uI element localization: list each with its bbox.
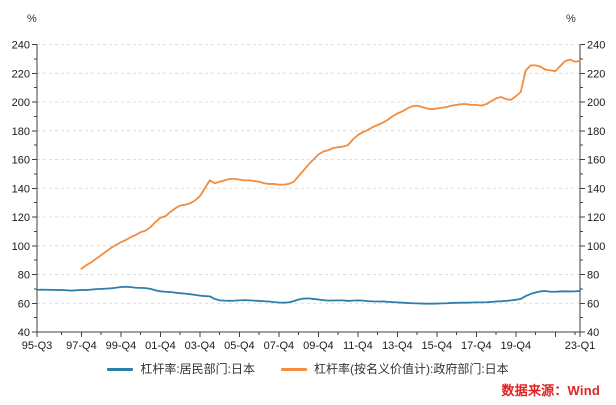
svg-text:240: 240 <box>587 40 605 52</box>
svg-text:80: 80 <box>18 270 30 282</box>
household-series-swatch <box>107 367 134 371</box>
svg-text:40: 40 <box>587 327 599 339</box>
svg-text:120: 120 <box>587 212 605 224</box>
svg-text:220: 220 <box>12 68 30 80</box>
svg-text:240: 240 <box>12 40 30 52</box>
svg-text:120: 120 <box>12 212 30 224</box>
svg-text:17-Q4: 17-Q4 <box>461 340 492 352</box>
svg-text:40: 40 <box>18 327 30 339</box>
svg-text:160: 160 <box>12 155 30 167</box>
svg-text:180: 180 <box>587 126 605 138</box>
y-axis-unit-right: % <box>566 13 576 25</box>
legend-item-government: 杠杆率(按名义价值计):政府部门:日本 <box>281 363 509 375</box>
chart-legend: 杠杆率:居民部门:日本 杠杆率(按名义价值计):政府部门:日本 <box>0 363 616 375</box>
svg-text:13-Q4: 13-Q4 <box>382 340 413 352</box>
svg-text:11-Q4: 11-Q4 <box>343 340 373 352</box>
svg-text:220: 220 <box>587 68 605 80</box>
legend-item-household: 杠杆率:居民部门:日本 <box>107 363 255 375</box>
household-series-label: 杠杆率:居民部门:日本 <box>140 362 255 376</box>
svg-text:09-Q4: 09-Q4 <box>303 340 334 352</box>
svg-text:200: 200 <box>12 97 30 109</box>
svg-text:200: 200 <box>587 97 605 109</box>
svg-text:23-Q1: 23-Q1 <box>565 340 596 352</box>
svg-text:180: 180 <box>12 126 30 138</box>
svg-text:160: 160 <box>587 155 605 167</box>
svg-text:95-Q3: 95-Q3 <box>22 340 53 352</box>
svg-text:140: 140 <box>587 183 605 195</box>
svg-text:07-Q4: 07-Q4 <box>264 340 295 352</box>
data-source: 数据来源：Wind <box>501 383 600 398</box>
government-series-swatch <box>281 367 307 371</box>
y-axis-unit-left: % <box>27 13 37 25</box>
svg-text:100: 100 <box>12 241 30 253</box>
svg-text:80: 80 <box>587 270 599 282</box>
svg-text:03-Q4: 03-Q4 <box>185 340 216 352</box>
svg-text:60: 60 <box>18 298 30 310</box>
government-series-label: 杠杆率(按名义价值计):政府部门:日本 <box>314 362 509 376</box>
svg-text:60: 60 <box>587 298 599 310</box>
svg-text:01-Q4: 01-Q4 <box>145 340 176 352</box>
svg-text:05-Q4: 05-Q4 <box>224 340 255 352</box>
svg-text:97-Q4: 97-Q4 <box>66 340 97 352</box>
svg-text:19-Q4: 19-Q4 <box>501 340 532 352</box>
svg-text:140: 140 <box>12 183 30 195</box>
svg-text:15-Q4: 15-Q4 <box>422 340 453 352</box>
svg-text:100: 100 <box>587 241 605 253</box>
svg-text:99-Q4: 99-Q4 <box>106 340 137 352</box>
